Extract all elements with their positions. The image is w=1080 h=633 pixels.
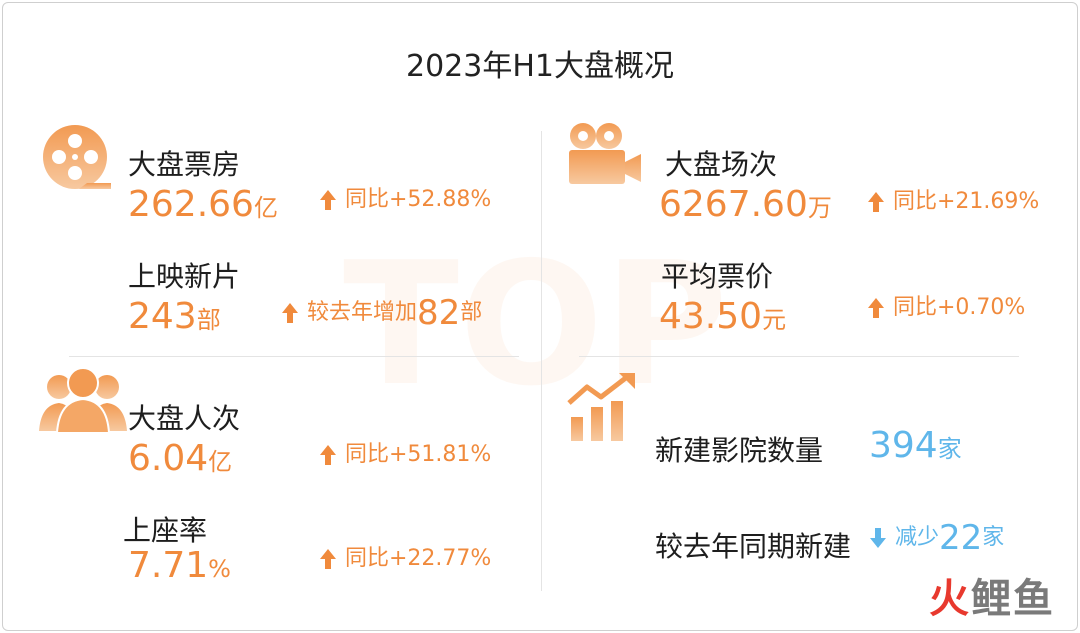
new-films-compare-number: 82 <box>417 293 461 333</box>
occupancy-unit: % <box>208 555 231 583</box>
box-office-number: 262.66 <box>128 184 254 225</box>
arrow-down-icon <box>870 528 886 548</box>
box-office-value: 262.66亿 <box>128 187 278 223</box>
new-cinemas-value: 394家 <box>869 428 962 464</box>
people-icon <box>39 367 127 434</box>
box-office-compare: 同比+52.88% <box>319 189 491 211</box>
admissions-compare-text: 同比+51.81% <box>345 442 492 467</box>
new-cinemas-label: 新建影院数量 <box>655 434 824 467</box>
arrow-up-icon <box>868 298 884 318</box>
right-divider <box>579 356 1019 357</box>
arrow-up-icon <box>320 445 336 465</box>
yoy-new-number: 22 <box>939 518 983 558</box>
arrow-up-icon <box>868 192 884 212</box>
screenings-label: 大盘场次 <box>665 148 778 181</box>
arrow-up-icon <box>320 190 336 210</box>
avg-price-label: 平均票价 <box>661 260 774 293</box>
left-divider <box>69 356 519 357</box>
logo-part2: 鲤鱼 <box>971 576 1055 622</box>
new-films-compare-prefix: 较去年增加 <box>307 300 418 325</box>
new-cinemas-number: 394 <box>869 425 938 466</box>
occupancy-number: 7.71 <box>128 545 209 586</box>
admissions-number: 6.04 <box>128 438 209 479</box>
avg-price-number: 43.50 <box>659 296 763 337</box>
screenings-value: 6267.60万 <box>659 187 832 223</box>
admissions-compare: 同比+51.81% <box>319 444 491 466</box>
new-films-number: 243 <box>128 296 197 337</box>
growth-chart-icon <box>567 373 635 441</box>
avg-price-unit: 元 <box>762 306 787 334</box>
yoy-new-compare: 减少 22 家 <box>869 521 1004 555</box>
screenings-number: 6267.60 <box>659 184 808 225</box>
new-films-label: 上映新片 <box>128 260 241 293</box>
vertical-divider <box>541 131 542 591</box>
movie-camera-icon <box>569 123 641 184</box>
film-reel-icon <box>43 125 111 189</box>
screenings-compare-text: 同比+21.69% <box>893 189 1040 214</box>
brand-logo: 火鲤鱼 <box>929 566 1055 624</box>
yoy-new-unit: 家 <box>982 525 1005 550</box>
new-films-compare: 较去年增加 82 部 <box>281 296 482 330</box>
screenings-unit: 万 <box>807 194 832 222</box>
avg-price-compare: 同比+0.70% <box>867 297 1025 319</box>
new-films-value: 243部 <box>128 299 221 335</box>
box-office-label: 大盘票房 <box>128 148 241 181</box>
screenings-compare: 同比+21.69% <box>867 191 1039 213</box>
admissions-value: 6.04亿 <box>128 441 232 477</box>
arrow-up-icon <box>320 549 336 569</box>
page-title: 2023年H1大盘概况 <box>406 49 674 84</box>
box-office-unit: 亿 <box>253 194 278 222</box>
new-cinemas-unit: 家 <box>937 435 962 463</box>
box-office-compare-text: 同比+52.88% <box>345 187 492 212</box>
yoy-new-label: 较去年同期新建 <box>655 530 852 563</box>
occupancy-label: 上座率 <box>123 514 208 547</box>
occupancy-value: 7.71% <box>128 548 231 584</box>
admissions-label: 大盘人次 <box>128 402 241 435</box>
yoy-new-prefix: 减少 <box>895 525 940 550</box>
avg-price-value: 43.50元 <box>659 299 786 335</box>
new-films-compare-unit: 部 <box>460 300 483 325</box>
new-films-unit: 部 <box>196 306 221 334</box>
avg-price-compare-text: 同比+0.70% <box>893 295 1026 320</box>
admissions-unit: 亿 <box>208 448 233 476</box>
occupancy-compare: 同比+22.77% <box>319 548 491 570</box>
logo-part1: 火 <box>929 576 971 622</box>
occupancy-compare-text: 同比+22.77% <box>345 546 492 571</box>
arrow-up-icon <box>282 303 298 323</box>
